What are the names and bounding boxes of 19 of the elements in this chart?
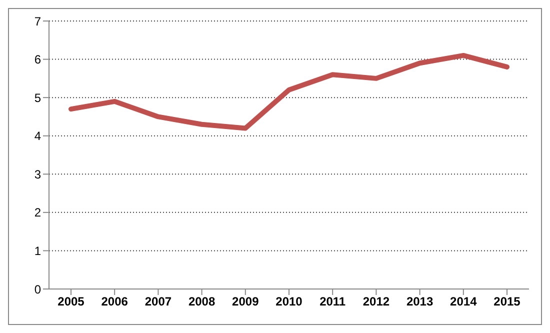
x-tick-label: 2005 bbox=[58, 294, 85, 309]
y-tick-label: 2 bbox=[34, 206, 42, 220]
x-tick-label: 2015 bbox=[494, 294, 521, 309]
x-tick-label: 2006 bbox=[101, 294, 128, 309]
x-tick-label: 2011 bbox=[320, 294, 346, 309]
y-tick-label: 3 bbox=[34, 167, 42, 182]
x-tick-label: 2010 bbox=[276, 294, 303, 309]
x-tick-label: 2008 bbox=[188, 294, 216, 309]
x-tick-label: 2013 bbox=[406, 294, 434, 309]
x-tick-label: 2014 bbox=[450, 294, 478, 309]
x-tick-label: 2012 bbox=[362, 294, 390, 309]
y-tick-label: 6 bbox=[34, 52, 42, 67]
y-tick-label: 5 bbox=[34, 90, 42, 105]
y-tick-label: 1 bbox=[34, 244, 42, 258]
y-tick-label: 4 bbox=[34, 129, 42, 144]
y-tick-label: 0 bbox=[34, 282, 42, 296]
x-tick-label: 2009 bbox=[232, 294, 260, 309]
x-tick-label: 2007 bbox=[144, 294, 172, 309]
y-tick-label: 7 bbox=[34, 14, 42, 28]
